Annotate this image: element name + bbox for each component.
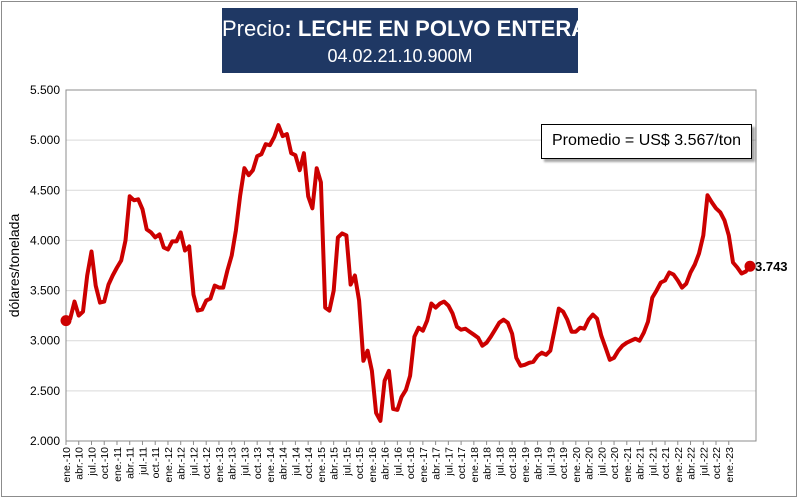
- y-tick-label: 2.000: [30, 434, 60, 448]
- x-tick-label: abr.-18: [482, 447, 494, 480]
- x-tick-label: jul.-11: [137, 447, 149, 476]
- x-tick-label: abr.-14: [278, 447, 290, 480]
- x-tick-label: oct.-18: [507, 447, 519, 479]
- x-tick-label: ene.-14: [265, 447, 277, 483]
- x-tick-label: ene.-21: [622, 447, 634, 483]
- title-product: LECHE EN POLVO ENTERA: [297, 16, 588, 41]
- end-point-marker: [744, 260, 756, 272]
- x-tick-label: ene.-17: [418, 447, 430, 483]
- plot-area: [65, 89, 757, 442]
- x-tick-label: oct.-10: [99, 447, 111, 479]
- x-tick-label: jul.-19: [545, 447, 557, 477]
- x-tick-label: ene.-10: [61, 447, 73, 483]
- x-tick-label: jul.-18: [494, 447, 506, 477]
- x-tick-label: jul.-10: [86, 447, 98, 477]
- x-tick-label: abr.-15: [329, 447, 341, 480]
- x-tick-label: ene.-15: [316, 447, 328, 483]
- y-tick-label: 3.000: [30, 334, 60, 348]
- x-tick-label: jul.-15: [341, 447, 353, 477]
- x-tick-label: ene.-23: [724, 447, 736, 483]
- x-tick-label: abr.-19: [533, 447, 545, 480]
- x-tick-label: ene.-11: [112, 447, 124, 482]
- title-prefix: Precio: [222, 16, 285, 41]
- chart-title: Precio: LECHE EN POLVO ENTERA: [222, 16, 587, 42]
- x-tick-label: oct.-12: [201, 447, 213, 479]
- y-axis-title: dólares/tonelada: [6, 214, 22, 318]
- x-tick-label: ene.-13: [214, 447, 226, 483]
- x-tick-label: oct.-19: [558, 447, 570, 479]
- x-tick-label: ene.-12: [163, 447, 175, 483]
- x-tick-label: oct.-20: [609, 447, 621, 479]
- x-tick-label: abr.-13: [227, 447, 239, 480]
- x-tick-label: abr.-10: [74, 447, 86, 480]
- x-tick-label: ene.-16: [367, 447, 379, 483]
- x-tick-label: jul.-17: [443, 447, 455, 477]
- x-tick-label: abr.-16: [380, 447, 392, 480]
- y-tick-label: 3.500: [30, 284, 60, 298]
- x-tick-label: oct.-11: [150, 447, 162, 478]
- x-tick-label: oct.-15: [354, 447, 366, 479]
- x-tick-label: ene.-20: [571, 447, 583, 483]
- x-tick-label: abr.-11: [125, 447, 137, 479]
- x-tick-label: oct.-16: [405, 447, 417, 479]
- x-tick-label: abr.-21: [635, 447, 647, 480]
- x-tick-label: abr.-20: [584, 447, 596, 480]
- x-tick-label: jul.-22: [698, 447, 710, 477]
- y-tick-label: 4.500: [30, 183, 60, 197]
- x-tick-label: oct.-21: [660, 447, 672, 479]
- x-tick-label: abr.-12: [176, 447, 188, 480]
- x-tick-label: oct.-14: [303, 447, 315, 479]
- x-tick-label: jul.-14: [290, 447, 302, 477]
- y-tick-label: 4.000: [30, 233, 60, 247]
- x-tick-label: abr.-17: [431, 447, 443, 480]
- x-tick-label: abr.-22: [686, 447, 698, 480]
- chart-subtitle: 04.02.21.10.900M: [327, 46, 473, 66]
- y-tick-label: 5.500: [30, 83, 60, 97]
- x-tick-label: ene.-18: [469, 447, 481, 483]
- x-tick-label: jul.-16: [392, 447, 404, 477]
- start-point-marker: [60, 315, 72, 327]
- x-tick-label: jul.-12: [188, 447, 200, 477]
- x-tick-label: ene.-22: [673, 447, 685, 483]
- x-tick-label: ene.-19: [520, 447, 532, 483]
- y-tick-label: 5.000: [30, 133, 60, 147]
- series-line: [64, 123, 752, 423]
- x-tick-label: oct.-13: [252, 447, 264, 479]
- x-tick-label: oct.-22: [711, 447, 723, 479]
- title-colon: :: [284, 16, 292, 41]
- x-tick-label: jul.-21: [647, 447, 659, 477]
- y-tick-label: 2.500: [30, 384, 60, 398]
- chart-title-box: Precio: LECHE EN POLVO ENTERA 04.02.21.1…: [222, 8, 587, 73]
- last-value-label: 3.743: [755, 259, 788, 274]
- average-annotation: Promedio = US$ 3.567/ton: [541, 124, 752, 159]
- x-tick-label: oct.-17: [456, 447, 468, 479]
- x-tick-label: jul.-20: [596, 447, 608, 477]
- x-tick-label: jul.-13: [239, 447, 251, 477]
